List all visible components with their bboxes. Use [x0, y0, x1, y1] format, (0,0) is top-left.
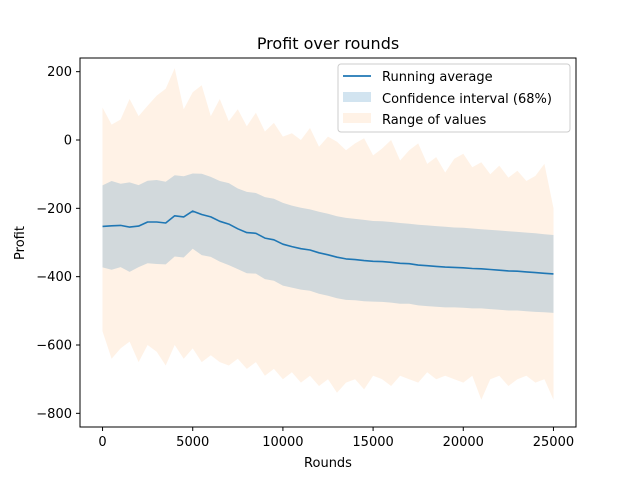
- confidence-interval-layer: [102, 173, 554, 313]
- range-of-values-band: [102, 68, 554, 400]
- x-tick-label: 15000: [352, 435, 393, 450]
- legend-swatch-confidence-interval: [343, 92, 371, 102]
- confidence-interval-band: [102, 173, 554, 313]
- legend-label-confidence-interval: Confidence interval (68%): [382, 92, 552, 107]
- x-tick-label: 25000: [533, 435, 574, 450]
- y-tick-label: 200: [47, 65, 72, 80]
- range-of-values-layer: [102, 68, 554, 400]
- y-tick-label: −200: [36, 202, 72, 217]
- y-tick-label: −400: [36, 270, 72, 285]
- axes-frame: [79, 57, 577, 428]
- legend-label-running-average: Running average: [382, 70, 493, 85]
- x-tick-label: 0: [98, 435, 106, 450]
- y-tick-label: −800: [36, 407, 72, 422]
- x-tick-label: 10000: [262, 435, 303, 450]
- x-tick-label: 5000: [176, 435, 209, 450]
- running-average-line: [102, 210, 554, 275]
- y-tick-label: 0: [64, 134, 72, 149]
- y-tick-label: −600: [36, 339, 72, 354]
- plot-area: [102, 68, 554, 400]
- chart-title: Profit over rounds: [257, 34, 399, 53]
- legend-label-range-of-values: Range of values: [382, 113, 487, 128]
- x-tick-label: 20000: [443, 435, 484, 450]
- legend-box: [337, 63, 571, 133]
- legend: Running average Confidence interval (68%…: [337, 63, 571, 133]
- x-axis-label: Rounds: [304, 456, 352, 471]
- running-average-layer: [102, 210, 554, 275]
- y-axis: −800 −600 −400 −200 0 200: [36, 65, 80, 422]
- y-axis-label: Profit: [13, 226, 28, 260]
- legend-swatch-range-of-values: [343, 113, 371, 123]
- x-axis: 0 5000 10000 15000 20000 25000: [98, 427, 574, 450]
